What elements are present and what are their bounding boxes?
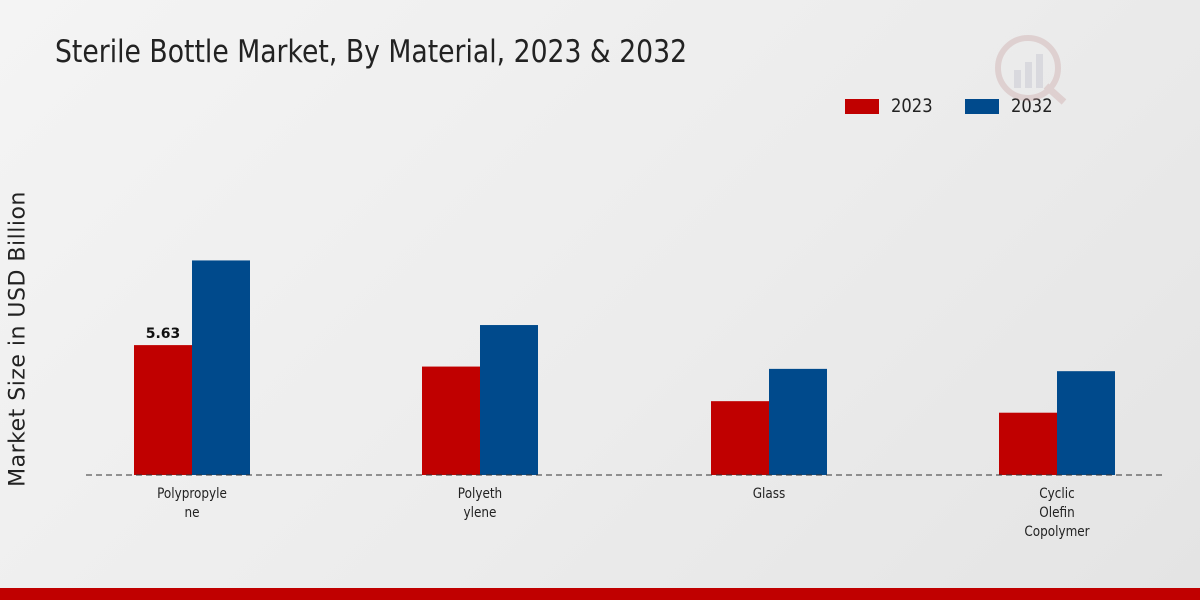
chart-title: Sterile Bottle Market, By Material, 2023… — [55, 34, 688, 70]
bar-2023-2 — [711, 401, 769, 475]
bar-2032-0 — [192, 260, 250, 475]
x-tick-label-0-line-0: Polypropyle — [157, 486, 227, 502]
bar-2023-1 — [422, 366, 480, 475]
bar-2023-0 — [134, 345, 192, 475]
data-label-0: 5.63 — [146, 326, 181, 342]
x-tick-label-3-line-2: Copolymer — [1024, 524, 1090, 540]
bar-2032-2 — [769, 368, 827, 475]
x-tick-label-1-line-1: ylene — [464, 505, 497, 521]
legend-swatch-2023 — [845, 98, 879, 114]
legend-label-2032: 2032 — [1011, 95, 1053, 117]
watermark-logo-icon — [995, 35, 1067, 105]
legend-item-2032: 2032 — [965, 94, 1059, 118]
x-tick-label-3-line-1: Olefin — [1039, 505, 1074, 521]
x-tick-label-0-line-1: ne — [184, 505, 199, 521]
x-tick-label-3-line-0: Cyclic — [1039, 486, 1074, 502]
footer-bar — [0, 588, 1200, 600]
legend-item-2023: 2023 — [845, 94, 939, 118]
bar-2023-3 — [999, 412, 1057, 475]
x-tick-label-1-line-0: Polyeth — [458, 486, 502, 502]
bar-2032-3 — [1057, 371, 1115, 475]
bar-2032-1 — [480, 325, 538, 475]
legend-swatch-2032 — [965, 98, 999, 114]
x-tick-label-2: Glass — [753, 486, 786, 502]
legend-label-2023: 2023 — [891, 95, 933, 117]
